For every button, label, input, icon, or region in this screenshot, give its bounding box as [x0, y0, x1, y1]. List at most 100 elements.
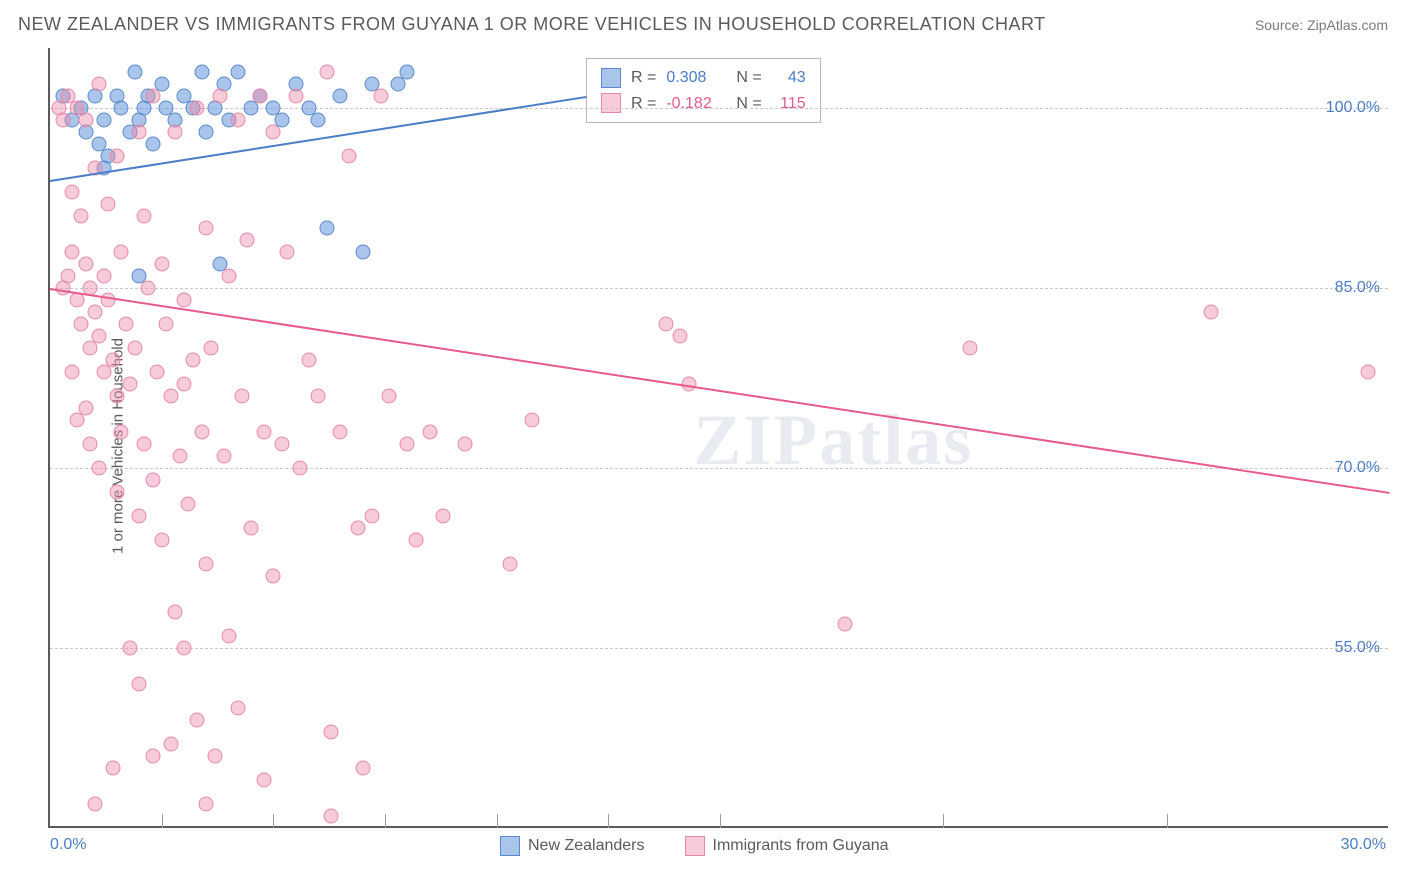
scatter-point: [177, 641, 192, 656]
scatter-point: [963, 341, 978, 356]
plot-area: ZIPatlas R =0.308N =43R =-0.182N =115 55…: [48, 48, 1388, 828]
scatter-point: [199, 557, 214, 572]
scatter-point: [190, 713, 205, 728]
scatter-point: [110, 389, 125, 404]
scatter-point: [92, 461, 107, 476]
title-bar: NEW ZEALANDER VS IMMIGRANTS FROM GUYANA …: [18, 14, 1388, 35]
scatter-point: [118, 317, 133, 332]
scatter-point: [185, 353, 200, 368]
scatter-point: [212, 89, 227, 104]
scatter-point: [266, 569, 281, 584]
scatter-point: [293, 461, 308, 476]
scatter-point: [422, 425, 437, 440]
legend-r-label: R =: [631, 91, 656, 117]
ytick-label: 100.0%: [1326, 99, 1380, 117]
scatter-point: [400, 437, 415, 452]
scatter-point: [436, 509, 451, 524]
scatter-point: [114, 245, 129, 260]
scatter-point: [177, 293, 192, 308]
scatter-point: [110, 149, 125, 164]
scatter-point: [324, 725, 339, 740]
xtick-mark: [1167, 814, 1168, 828]
x-end-label: 30.0%: [1341, 836, 1386, 854]
bottom-legend-label: Immigrants from Guyana: [713, 837, 889, 855]
scatter-point: [311, 389, 326, 404]
bottom-legend: New Zealanders Immigrants from Guyana: [500, 836, 889, 856]
gridline-h: [50, 288, 1388, 289]
scatter-point: [235, 389, 250, 404]
bottom-legend-label: New Zealanders: [528, 837, 645, 855]
scatter-point: [132, 125, 147, 140]
scatter-point: [279, 245, 294, 260]
scatter-point: [382, 389, 397, 404]
scatter-point: [56, 113, 71, 128]
scatter-point: [101, 197, 116, 212]
ytick-label: 55.0%: [1335, 639, 1380, 657]
xtick-mark: [497, 814, 498, 828]
scatter-point: [132, 509, 147, 524]
scatter-point: [373, 89, 388, 104]
legend-swatch: [500, 836, 520, 856]
scatter-point: [78, 113, 93, 128]
scatter-point: [168, 605, 183, 620]
bottom-legend-item: New Zealanders: [500, 836, 645, 856]
scatter-point: [96, 269, 111, 284]
scatter-point: [159, 317, 174, 332]
scatter-point: [145, 89, 160, 104]
scatter-point: [217, 449, 232, 464]
scatter-point: [114, 101, 129, 116]
scatter-point: [244, 521, 259, 536]
ytick-label: 85.0%: [1335, 279, 1380, 297]
scatter-point: [65, 365, 80, 380]
scatter-point: [74, 317, 89, 332]
legend-swatch: [601, 93, 621, 113]
bottom-legend-item: Immigrants from Guyana: [685, 836, 889, 856]
legend-r-value: -0.182: [666, 91, 726, 117]
source-label: Source: ZipAtlas.com: [1255, 17, 1388, 33]
scatter-point: [333, 89, 348, 104]
scatter-point: [78, 257, 93, 272]
scatter-point: [838, 617, 853, 632]
scatter-point: [659, 317, 674, 332]
xtick-mark: [385, 814, 386, 828]
gridline-h: [50, 468, 1388, 469]
scatter-point: [60, 269, 75, 284]
scatter-point: [110, 485, 125, 500]
scatter-point: [672, 329, 687, 344]
scatter-point: [145, 473, 160, 488]
scatter-point: [154, 257, 169, 272]
scatter-point: [114, 425, 129, 440]
scatter-point: [194, 425, 209, 440]
scatter-point: [266, 125, 281, 140]
trend-line: [50, 288, 1390, 494]
legend-n-value: 43: [772, 65, 806, 91]
legend-n-label: N =: [736, 65, 761, 91]
scatter-point: [123, 377, 138, 392]
scatter-point: [74, 209, 89, 224]
scatter-point: [87, 797, 102, 812]
scatter-point: [132, 677, 147, 692]
scatter-point: [351, 521, 366, 536]
scatter-point: [199, 221, 214, 236]
xtick-mark: [608, 814, 609, 828]
scatter-point: [150, 365, 165, 380]
scatter-point: [105, 353, 120, 368]
scatter-point: [252, 89, 267, 104]
legend-swatch: [685, 836, 705, 856]
scatter-point: [400, 65, 415, 80]
scatter-point: [127, 341, 142, 356]
scatter-point: [87, 305, 102, 320]
xtick-mark: [273, 814, 274, 828]
legend-r-label: R =: [631, 65, 656, 91]
scatter-point: [311, 113, 326, 128]
scatter-point: [221, 269, 236, 284]
scatter-point: [503, 557, 518, 572]
legend-swatch: [601, 68, 621, 88]
scatter-point: [181, 497, 196, 512]
xtick-mark: [720, 814, 721, 828]
scatter-point: [136, 437, 151, 452]
x-start-label: 0.0%: [50, 836, 86, 854]
scatter-point: [230, 113, 245, 128]
scatter-point: [65, 245, 80, 260]
scatter-point: [324, 809, 339, 824]
